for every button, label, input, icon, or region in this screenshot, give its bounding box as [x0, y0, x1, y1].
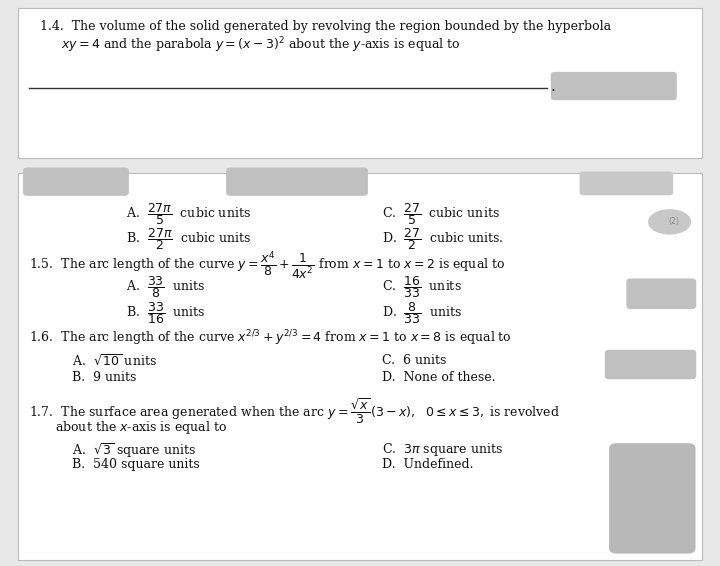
FancyBboxPatch shape: [226, 168, 368, 196]
FancyBboxPatch shape: [626, 278, 696, 309]
Text: A.  $\dfrac{33}{8}$  units: A. $\dfrac{33}{8}$ units: [126, 275, 205, 301]
Text: 1.4.  The volume of the solid generated by revolving the region bounded by the h: 1.4. The volume of the solid generated b…: [40, 20, 611, 33]
Text: 1.6.  The arc length of the curve $x^{2/3} + y^{2/3} = 4$ from $x = 1$ to $x = 8: 1.6. The arc length of the curve $x^{2/3…: [29, 328, 512, 348]
Text: C.  6 units: C. 6 units: [382, 354, 446, 367]
Text: D.  None of these.: D. None of these.: [382, 371, 495, 384]
Text: D.  $\dfrac{8}{33}$  units: D. $\dfrac{8}{33}$ units: [382, 300, 462, 326]
Text: B.  9 units: B. 9 units: [72, 371, 136, 384]
FancyBboxPatch shape: [551, 72, 677, 100]
FancyBboxPatch shape: [18, 173, 702, 560]
Text: 1.7.  The surface area generated when the arc $y = \dfrac{\sqrt{x}}{3}(3 - x),\ : 1.7. The surface area generated when the…: [29, 396, 560, 426]
FancyBboxPatch shape: [18, 8, 702, 158]
Ellipse shape: [648, 209, 691, 235]
FancyBboxPatch shape: [580, 171, 673, 195]
Text: .: .: [551, 79, 556, 93]
Text: D.  Undefined.: D. Undefined.: [382, 458, 473, 471]
Text: B.  $\dfrac{33}{16}$  units: B. $\dfrac{33}{16}$ units: [126, 300, 205, 326]
Text: C.  $\dfrac{16}{33}$  units: C. $\dfrac{16}{33}$ units: [382, 275, 462, 301]
FancyBboxPatch shape: [23, 168, 129, 196]
FancyBboxPatch shape: [605, 350, 696, 379]
Text: A.  $\sqrt{3}$ square units: A. $\sqrt{3}$ square units: [72, 441, 196, 460]
Text: A.  $\dfrac{27\pi}{5}$  cubic units: A. $\dfrac{27\pi}{5}$ cubic units: [126, 201, 251, 227]
Text: B.  $\dfrac{27\pi}{2}$  cubic units: B. $\dfrac{27\pi}{2}$ cubic units: [126, 226, 251, 252]
Text: $xy = 4$ and the parabola $y = (x-3)^2$ about the $y$-axis is equal to: $xy = 4$ and the parabola $y = (x-3)^2$ …: [61, 35, 461, 55]
Text: C.  $\dfrac{27}{5}$  cubic units: C. $\dfrac{27}{5}$ cubic units: [382, 201, 500, 227]
Text: C.  $3\pi$ square units: C. $3\pi$ square units: [382, 441, 503, 458]
Text: $(2)$: $(2)$: [668, 215, 680, 227]
Text: 1.5.  The arc length of the curve $y = \dfrac{x^4}{8} + \dfrac{1}{4x^2}$ from $x: 1.5. The arc length of the curve $y = \d…: [29, 249, 505, 281]
Text: B.  540 square units: B. 540 square units: [72, 458, 199, 471]
Text: D.  $\dfrac{27}{2}$  cubic units.: D. $\dfrac{27}{2}$ cubic units.: [382, 226, 503, 252]
Text: A.  $\sqrt{10}$ units: A. $\sqrt{10}$ units: [72, 354, 157, 369]
Text: about the $x$-axis is equal to: about the $x$-axis is equal to: [55, 419, 227, 436]
FancyBboxPatch shape: [609, 443, 696, 554]
